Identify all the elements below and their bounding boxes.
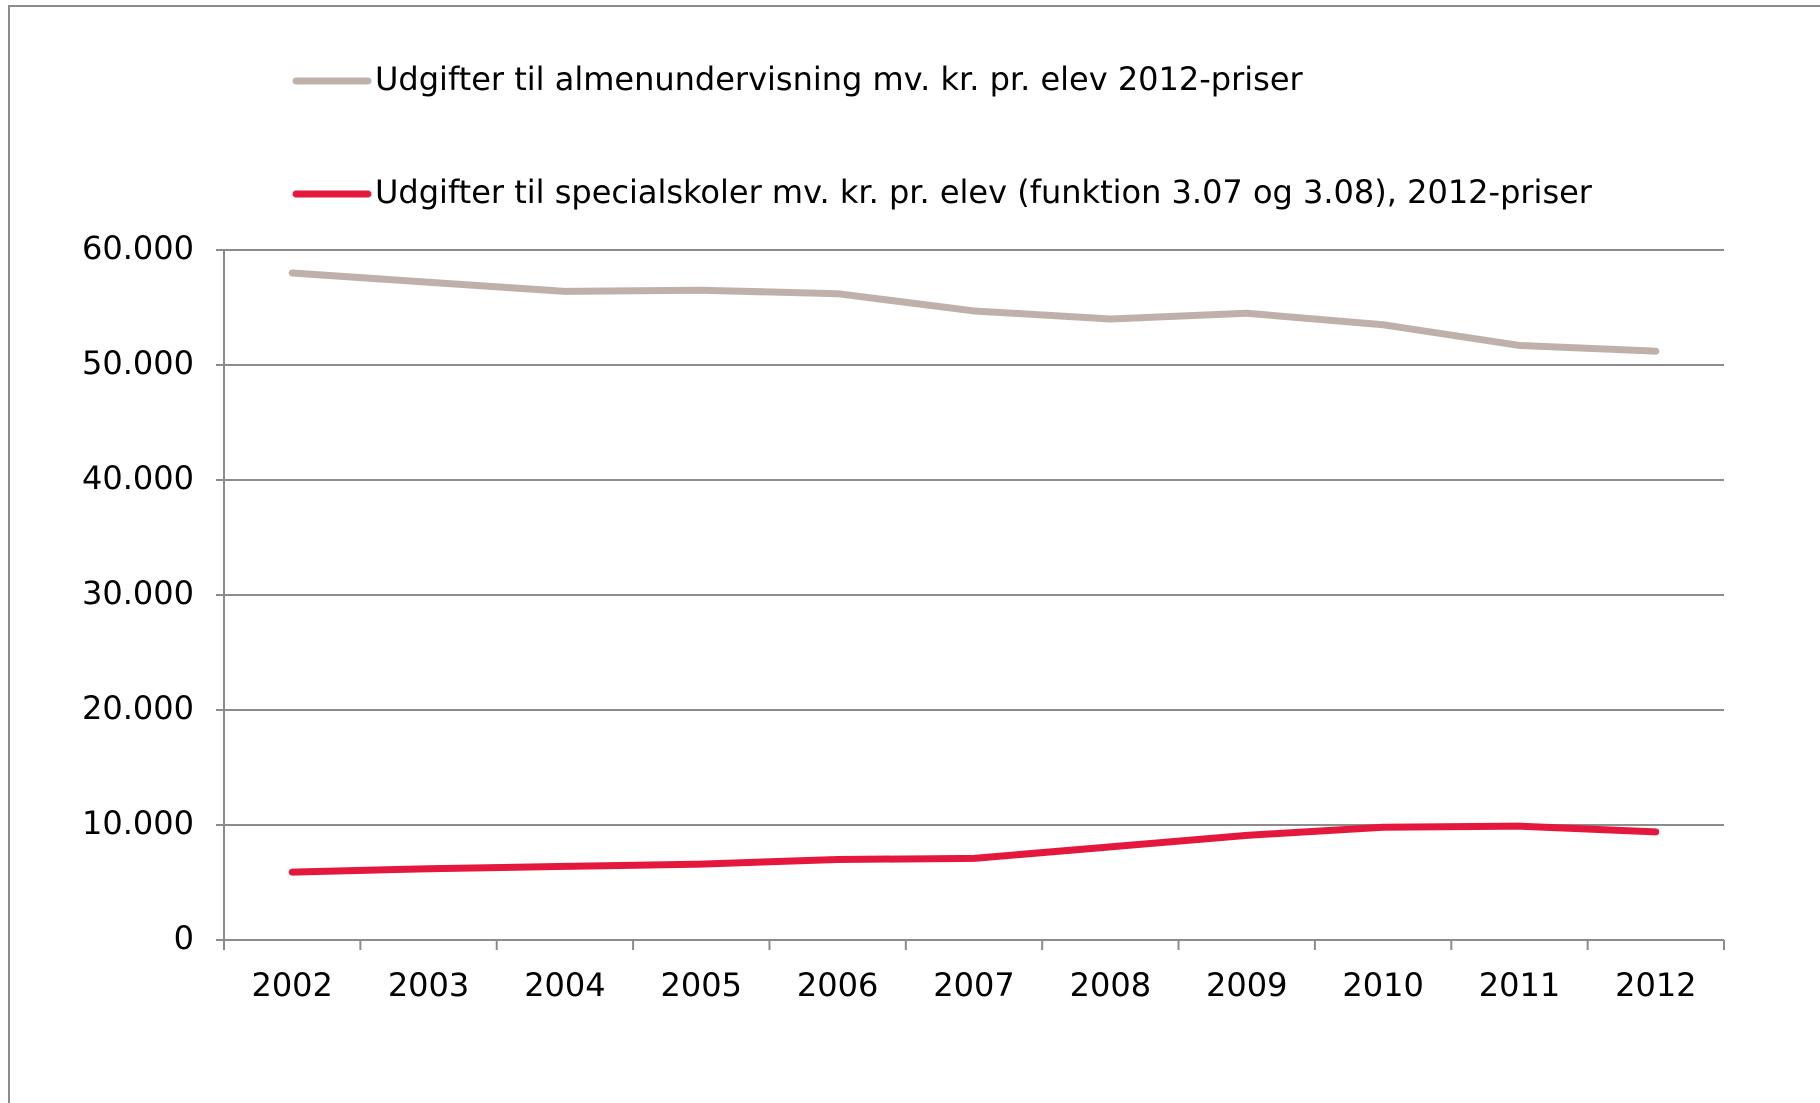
y-tick-label: 0 bbox=[174, 919, 194, 957]
series-line bbox=[288, 269, 1660, 355]
x-tick-label: 2005 bbox=[661, 966, 742, 1004]
legend-label: Udgifter til specialskoler mv. kr. pr. e… bbox=[375, 173, 1593, 211]
x-tick-label: 2009 bbox=[1206, 966, 1287, 1004]
x-tick-label: 2006 bbox=[797, 966, 878, 1004]
x-tick-label: 2002 bbox=[251, 966, 332, 1004]
x-tick-label: 2007 bbox=[933, 966, 1014, 1004]
y-tick-label: 40.000 bbox=[82, 459, 194, 497]
legend-label: Udgifter til almenundervisning mv. kr. p… bbox=[375, 60, 1304, 98]
x-tick-label: 2004 bbox=[524, 966, 605, 1004]
y-tick-label: 20.000 bbox=[82, 689, 194, 727]
frame bbox=[8, 5, 1820, 1103]
y-tick-label: 30.000 bbox=[82, 574, 194, 612]
x-tick-label: 2008 bbox=[1070, 966, 1151, 1004]
y-tick-label: 10.000 bbox=[82, 804, 194, 842]
y-tick-label: 60.000 bbox=[82, 229, 194, 267]
x-tick-label: 2011 bbox=[1479, 966, 1560, 1004]
y-tick-label: 50.000 bbox=[82, 344, 194, 382]
x-tick-label: 2010 bbox=[1342, 966, 1423, 1004]
x-tick-label: 2003 bbox=[388, 966, 469, 1004]
x-tick-label: 2012 bbox=[1615, 966, 1696, 1004]
series-line bbox=[288, 822, 1660, 876]
